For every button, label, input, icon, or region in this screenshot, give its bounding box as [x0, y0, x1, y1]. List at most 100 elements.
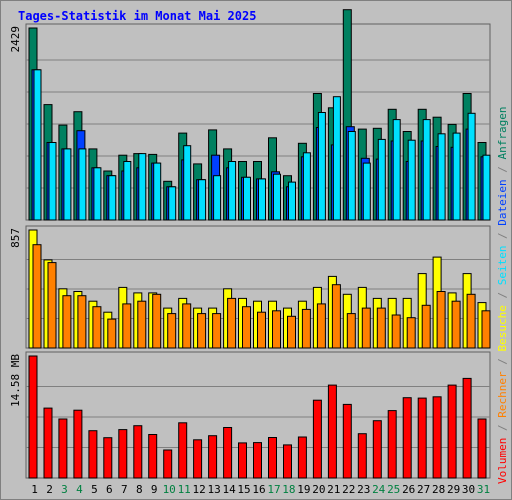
- panel-1: 2429: [9, 9, 491, 221]
- x-tick-label: 25: [387, 483, 400, 496]
- bar: [467, 112, 476, 221]
- x-tick-label: 5: [91, 483, 98, 496]
- x-tick-label: 22: [342, 483, 355, 496]
- bar: [228, 161, 237, 221]
- bar: [436, 291, 446, 349]
- bar: [258, 178, 266, 221]
- bar: [392, 119, 401, 221]
- bar: [357, 433, 367, 479]
- legend-item: /: [496, 166, 509, 179]
- x-tick-label: 28: [432, 483, 445, 496]
- legend-item: /: [496, 232, 509, 245]
- bar: [238, 442, 247, 479]
- x-tick-label: 7: [121, 483, 128, 496]
- x-tick-label: 21: [327, 483, 340, 496]
- bar: [47, 262, 57, 349]
- bar: [73, 409, 83, 479]
- bar: [28, 355, 38, 479]
- bar: [183, 145, 192, 221]
- bar: [327, 384, 337, 479]
- bar: [342, 403, 352, 479]
- legend-item: Seiten: [496, 246, 509, 292]
- bar: [482, 154, 491, 221]
- bar: [108, 175, 117, 221]
- bar: [182, 303, 192, 349]
- x-tick-label: 23: [357, 483, 370, 496]
- bar: [153, 162, 162, 221]
- bar: [451, 300, 461, 349]
- bar: [406, 317, 416, 349]
- legend-item: /: [496, 424, 509, 437]
- bar: [312, 399, 322, 479]
- bar: [133, 425, 143, 479]
- bar: [33, 69, 42, 221]
- bar: [477, 418, 487, 479]
- x-tick-label: 10: [163, 483, 176, 496]
- x-tick-label: 26: [402, 483, 415, 496]
- bar: [48, 142, 57, 221]
- panel-max-label: 14.58 MB: [9, 354, 22, 407]
- series-volumen: [28, 355, 487, 479]
- bar: [167, 313, 177, 349]
- bar: [422, 119, 431, 221]
- bar: [287, 315, 296, 349]
- chart-panels: 2429 857 14.58 MB: [9, 9, 491, 479]
- bar: [243, 176, 251, 221]
- chart-title: Tages-Statistik im Monat Mai 2025: [18, 9, 256, 23]
- legend-item: Volumen: [496, 438, 509, 484]
- bar: [447, 384, 457, 479]
- x-tick-label: 17: [267, 483, 280, 496]
- bar: [301, 308, 311, 349]
- bar: [212, 313, 222, 349]
- bar: [273, 173, 281, 221]
- bar: [77, 295, 87, 349]
- bar: [283, 444, 292, 479]
- bar: [407, 139, 416, 221]
- bar: [316, 303, 326, 349]
- x-axis-labels: 1 2 3 4 5 6 7 8 9 10 11 12 13 14 15 16 17 18 19 20 21 22 23 24 2…: [31, 483, 490, 496]
- bar: [253, 442, 262, 479]
- panel-2: 857: [9, 225, 491, 349]
- bar: [402, 397, 412, 479]
- bar: [208, 435, 218, 479]
- bar: [92, 306, 102, 349]
- bar: [148, 434, 158, 479]
- bar: [168, 186, 177, 221]
- bar: [137, 300, 147, 349]
- bar: [297, 436, 307, 479]
- bar: [152, 293, 162, 349]
- x-tick-label: 15: [237, 483, 250, 496]
- bar: [347, 131, 356, 221]
- bar: [227, 297, 237, 349]
- bar: [452, 132, 461, 221]
- x-tick-label: 14: [222, 483, 236, 496]
- bar: [466, 293, 476, 349]
- x-tick-label: 27: [417, 483, 430, 496]
- legend-item: Anfragen: [496, 106, 509, 166]
- bar: [417, 397, 427, 479]
- bar: [118, 429, 128, 479]
- bar: [32, 244, 42, 349]
- series-seiten: [33, 69, 491, 221]
- bar: [107, 318, 117, 349]
- x-tick-label: 11: [178, 483, 191, 496]
- panel-max-label: 857: [9, 228, 22, 248]
- x-tick-label: 3: [61, 483, 68, 496]
- bar: [387, 410, 397, 479]
- legend-item: Dateien: [496, 179, 509, 232]
- bar: [362, 162, 371, 221]
- bar: [391, 314, 401, 349]
- bar: [317, 112, 326, 221]
- bar: [138, 153, 147, 221]
- x-tick-label: 19: [297, 483, 310, 496]
- bar: [213, 175, 222, 221]
- x-tick-label: 4: [76, 483, 83, 496]
- x-tick-label: 6: [106, 483, 113, 496]
- bar: [421, 304, 431, 349]
- bar: [123, 161, 132, 221]
- x-tick-label: 9: [151, 483, 158, 496]
- bar: [268, 437, 277, 479]
- bar: [43, 407, 53, 479]
- series-rechner: [32, 244, 491, 349]
- x-tick-label: 1: [31, 483, 38, 496]
